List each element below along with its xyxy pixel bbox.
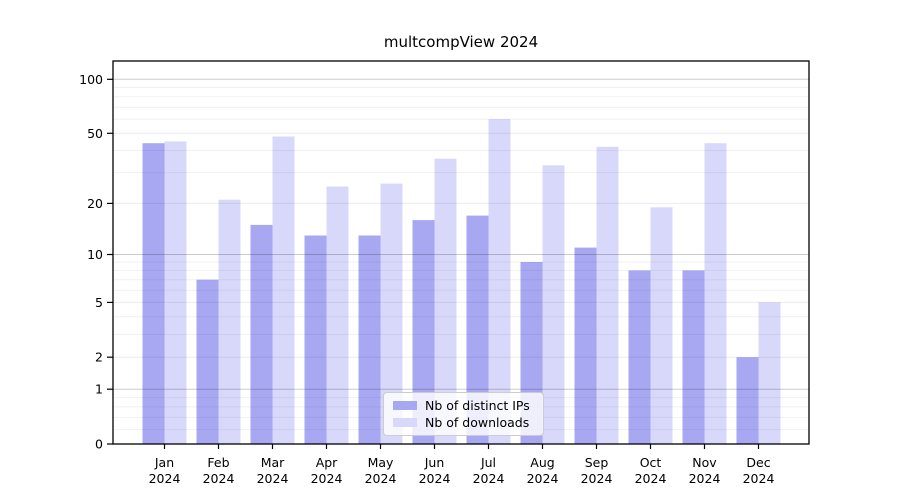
legend-label-distinct-ips: Nb of distinct IPs bbox=[425, 398, 530, 413]
bar-distinct-ips-apr bbox=[304, 235, 327, 444]
bar-distinct-ips-feb bbox=[196, 279, 219, 444]
x-tick-label-apr: Apr 2024 bbox=[311, 455, 343, 486]
y-tick-label-2: 2 bbox=[95, 350, 103, 365]
bar-downloads-mar bbox=[272, 136, 295, 444]
y-tick-label-1: 1 bbox=[95, 382, 103, 397]
bar-distinct-ips-oct bbox=[628, 270, 651, 444]
x-tick-label-aug: Aug 2024 bbox=[527, 455, 559, 486]
x-tick-label-feb: Feb 2024 bbox=[203, 455, 235, 486]
bar-distinct-ips-mar bbox=[250, 224, 273, 444]
bar-distinct-ips-jan bbox=[142, 143, 165, 444]
x-tick-label-oct: Oct 2024 bbox=[635, 455, 667, 486]
x-tick-label-jul: Jul 2024 bbox=[473, 455, 505, 486]
bar-downloads-jun bbox=[434, 158, 457, 444]
legend-label-downloads: Nb of downloads bbox=[425, 415, 530, 430]
legend: Nb of distinct IPs Nb of downloads bbox=[383, 392, 544, 436]
y-tick-label-50: 50 bbox=[87, 126, 103, 141]
bar-downloads-oct bbox=[650, 207, 673, 444]
bar-downloads-apr bbox=[326, 186, 349, 444]
bar-downloads-jan bbox=[164, 141, 187, 444]
y-tick-label-20: 20 bbox=[87, 196, 103, 211]
bar-downloads-jul bbox=[488, 119, 511, 444]
y-tick-label-5: 5 bbox=[95, 295, 103, 310]
y-tick-label-100: 100 bbox=[79, 72, 103, 87]
bar-distinct-ips-dec bbox=[736, 357, 759, 444]
x-tick-label-jun: Jun 2024 bbox=[419, 455, 451, 486]
legend-row-downloads: Nb of downloads bbox=[384, 415, 543, 431]
bar-distinct-ips-sep bbox=[574, 247, 597, 444]
bar-distinct-ips-jul bbox=[466, 215, 489, 444]
x-tick-label-mar: Mar 2024 bbox=[257, 455, 289, 486]
x-tick-label-dec: Dec 2024 bbox=[743, 455, 775, 486]
x-tick-label-jan: Jan 2024 bbox=[149, 455, 181, 486]
bar-distinct-ips-may bbox=[358, 235, 381, 444]
legend-row-distinct-ips: Nb of distinct IPs bbox=[384, 398, 543, 414]
bar-downloads-nov bbox=[704, 143, 727, 444]
y-tick-label-10: 10 bbox=[87, 247, 103, 262]
bar-downloads-sep bbox=[596, 146, 619, 445]
x-tick-label-sep: Sep 2024 bbox=[581, 455, 613, 486]
legend-swatch-distinct-ips bbox=[393, 401, 417, 410]
bar-distinct-ips-nov bbox=[682, 270, 705, 444]
y-tick-label-0: 0 bbox=[95, 437, 103, 452]
plot-border bbox=[112, 60, 810, 445]
bar-downloads-aug bbox=[542, 165, 565, 445]
chart-title: multcompView 2024 bbox=[383, 33, 539, 51]
bar-downloads-may bbox=[380, 183, 403, 444]
bar-downloads-feb bbox=[218, 199, 241, 444]
legend-swatch-downloads bbox=[393, 418, 417, 427]
x-tick-label-may: May 2024 bbox=[365, 455, 397, 486]
bar-downloads-dec bbox=[758, 302, 781, 444]
bar-distinct-ips-jun bbox=[412, 220, 435, 444]
x-tick-label-nov: Nov 2024 bbox=[689, 455, 721, 486]
